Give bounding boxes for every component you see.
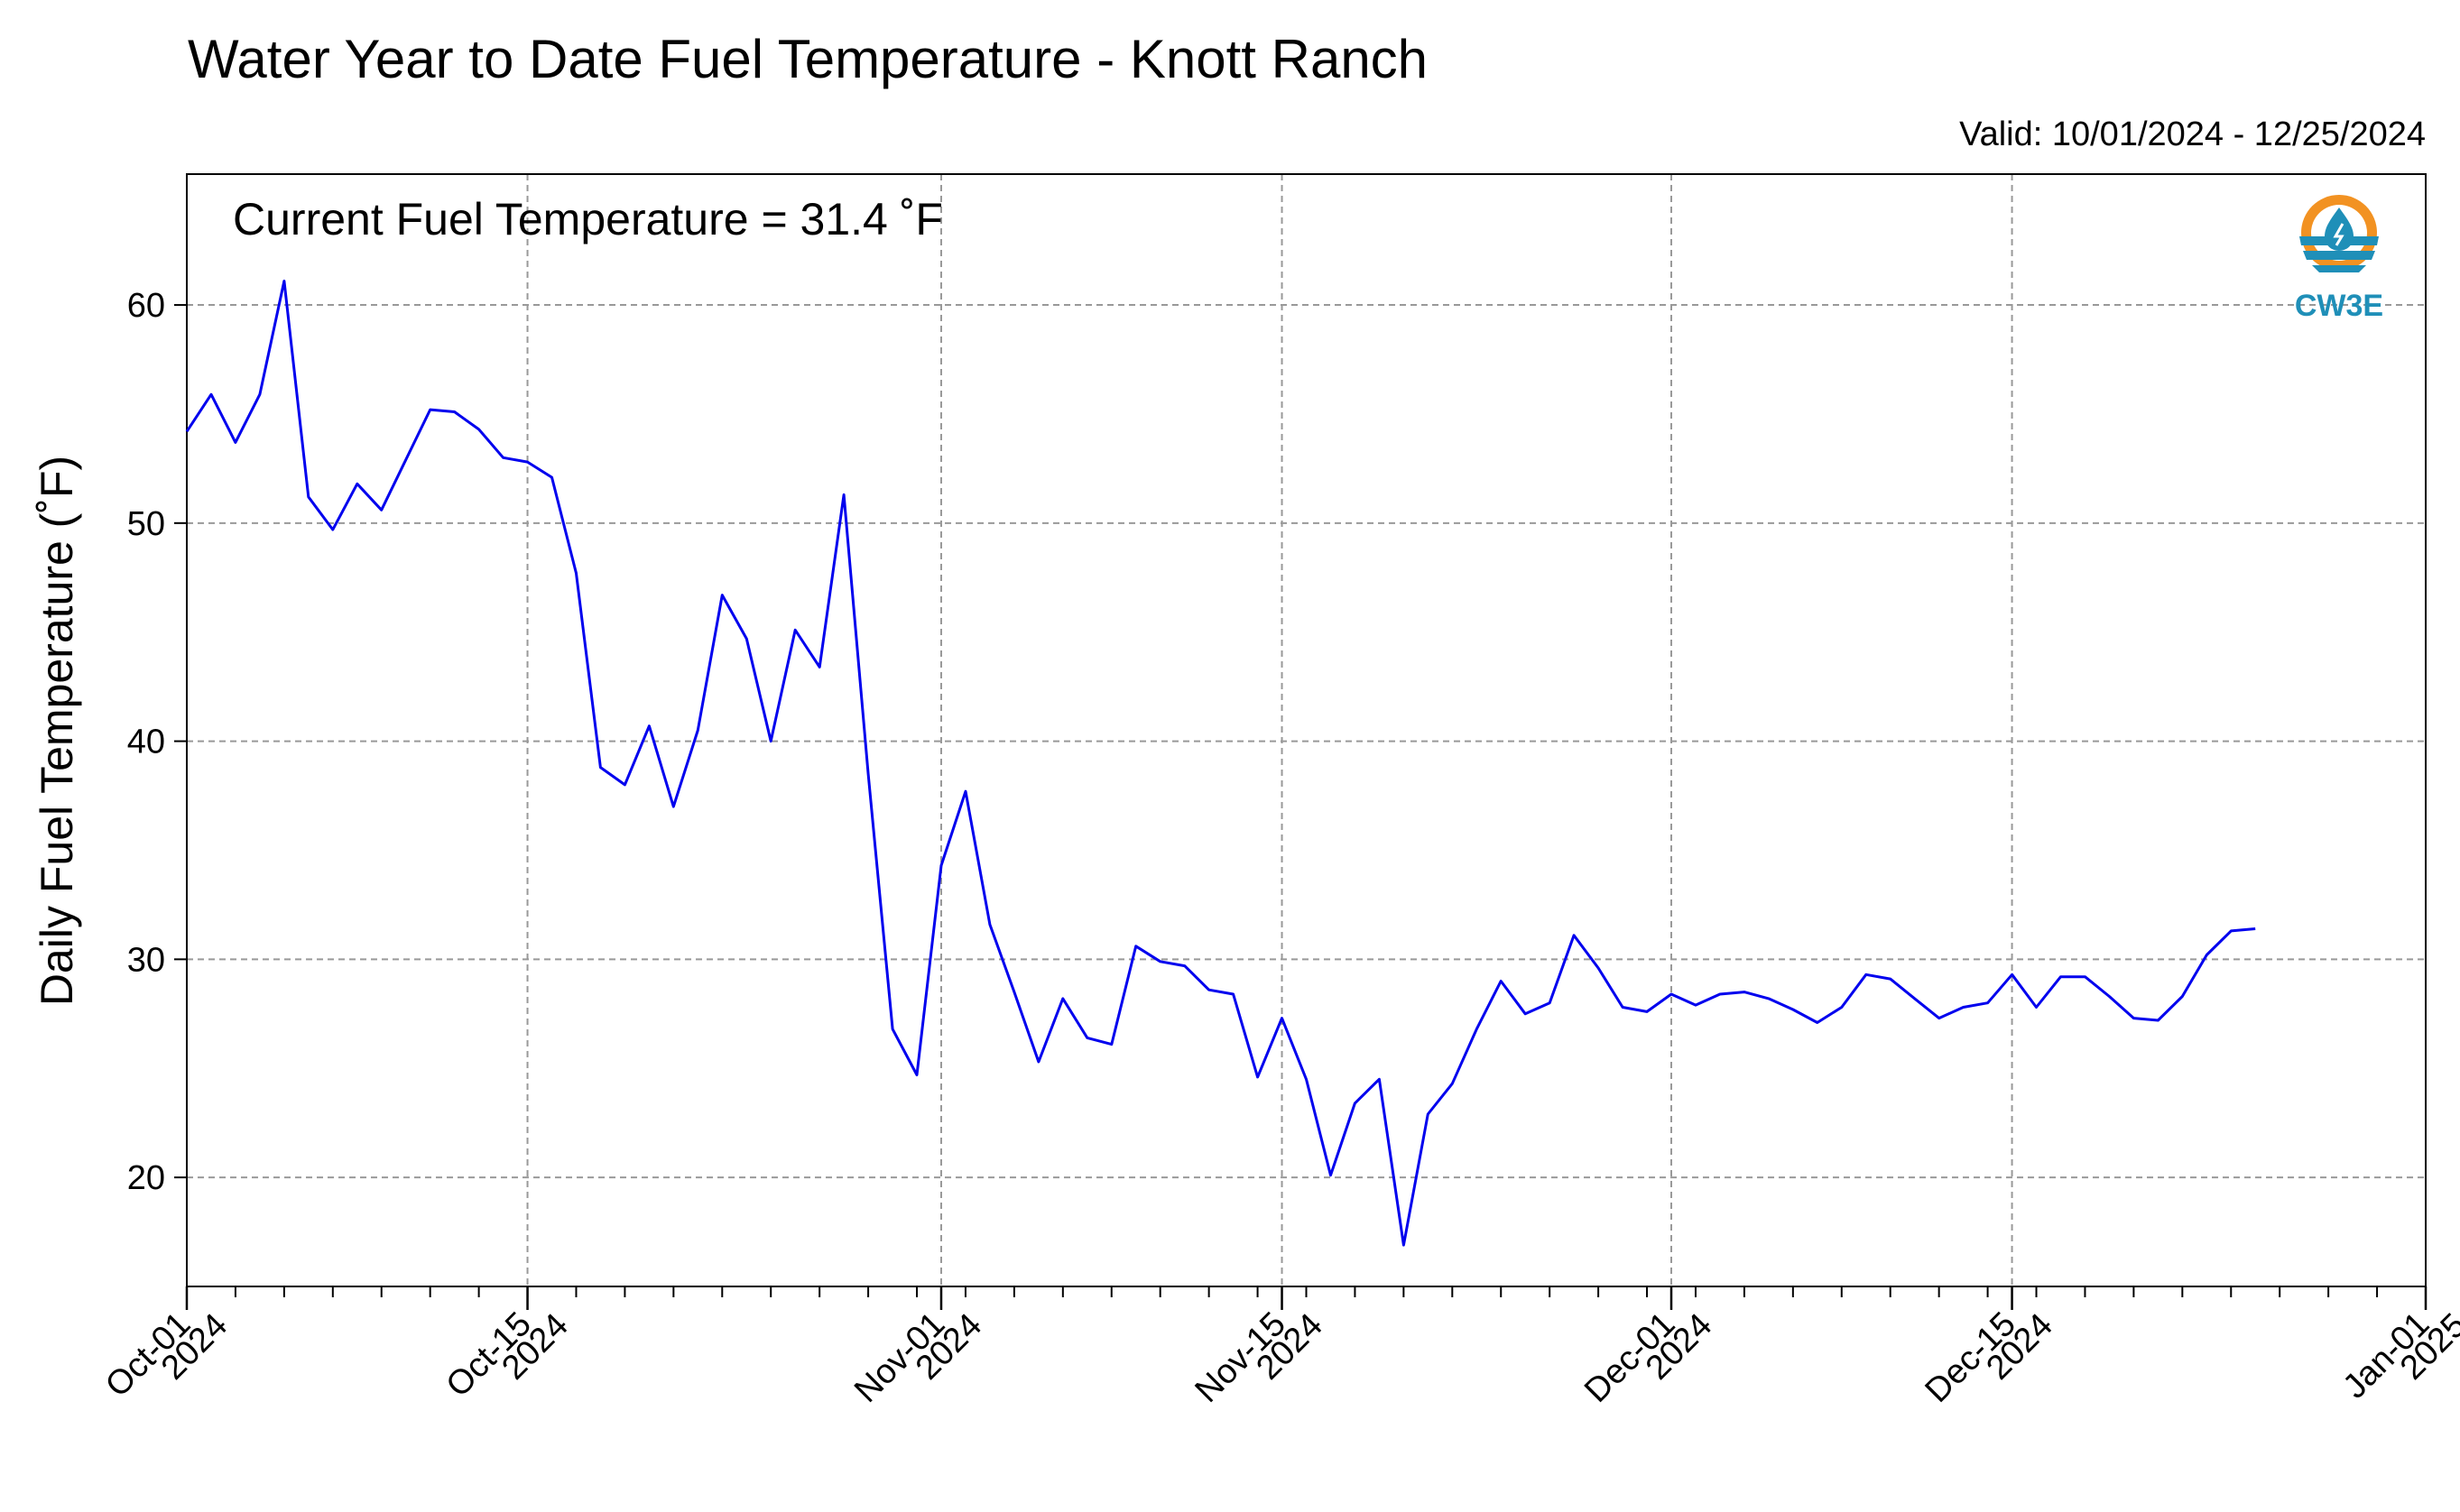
cw3e-logo-icon [2299,195,2379,272]
y-tick-label: 40 [127,724,165,761]
y-tick-label: 20 [127,1159,165,1197]
fuel-temperature-line [185,280,2256,1247]
y-tick-label: 50 [127,505,165,543]
plot-frame [186,173,2427,1287]
current-temperature-annotation: Current Fuel Temperature = 31.4 ˚F [233,194,943,244]
chart-title: Water Year to Date Fuel Temperature - Kn… [188,29,1428,89]
y-axis-label: Daily Fuel Temperature (˚F) [32,456,82,1006]
grid-lines [187,174,2426,1286]
y-tick-label: 30 [127,941,165,979]
valid-range: Valid: 10/01/2024 - 12/25/2024 [1959,115,2426,153]
y-axis: 20 30 40 50 60 [127,287,187,1197]
y-tick-label: 60 [127,287,165,325]
cw3e-logo-text: CW3E [2295,289,2383,323]
